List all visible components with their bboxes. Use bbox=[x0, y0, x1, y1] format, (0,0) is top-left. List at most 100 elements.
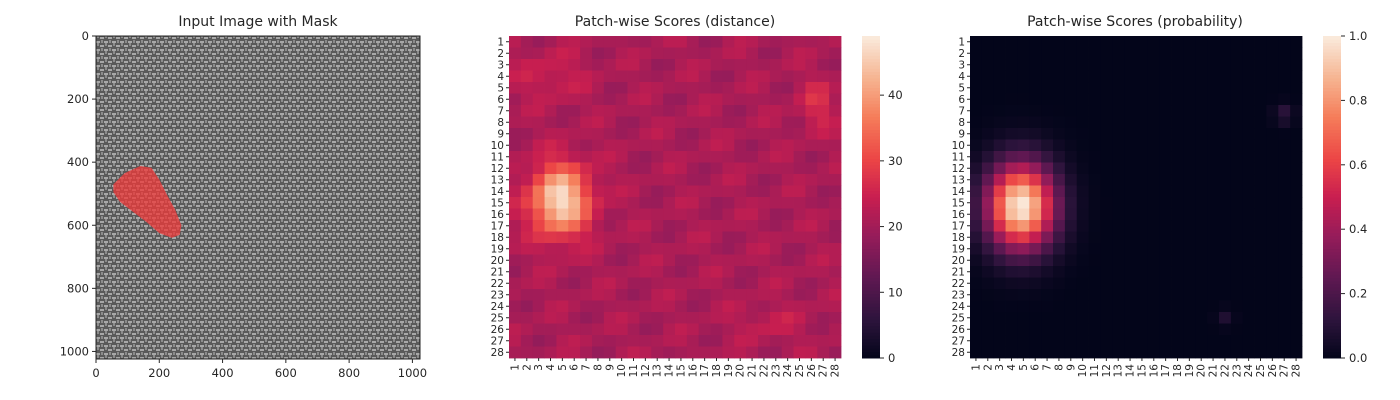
heatmap-cell bbox=[829, 59, 842, 71]
colorbar-segment bbox=[862, 139, 880, 143]
y-tick-label: 1000 bbox=[60, 344, 89, 358]
heatmap-cell bbox=[793, 47, 806, 60]
heatmap-cell bbox=[1136, 128, 1149, 140]
heatmap-cell bbox=[793, 335, 806, 347]
row-label: 8 bbox=[497, 117, 504, 129]
heatmap-cell bbox=[1029, 174, 1042, 186]
heatmap-cell bbox=[805, 312, 818, 324]
heatmap-cell bbox=[1053, 105, 1066, 117]
heatmap-cell bbox=[639, 185, 652, 198]
heatmap-cell bbox=[1053, 335, 1066, 347]
heatmap-cell bbox=[1159, 220, 1172, 232]
heatmap-cell bbox=[710, 289, 723, 301]
colorbar-segment bbox=[862, 58, 880, 63]
heatmap-cell bbox=[1242, 208, 1255, 221]
heatmap-cell bbox=[520, 105, 534, 117]
heatmap-cell bbox=[710, 277, 723, 290]
heatmap-cell bbox=[981, 139, 995, 152]
heatmap-cell bbox=[1266, 185, 1279, 198]
heatmap-cell bbox=[1124, 36, 1137, 48]
heatmap-cell bbox=[592, 289, 605, 301]
heatmap-cell bbox=[829, 323, 842, 336]
heatmap-cell bbox=[1112, 70, 1125, 83]
heatmap-cell bbox=[1266, 277, 1279, 290]
heatmap-cell bbox=[970, 116, 983, 129]
heatmap-cell bbox=[1254, 289, 1267, 301]
heatmap-cell bbox=[615, 59, 628, 71]
heatmap-cell bbox=[698, 70, 711, 83]
heatmap-cell bbox=[793, 36, 806, 48]
heatmap-cell bbox=[781, 289, 794, 301]
heatmap-cell bbox=[981, 243, 995, 255]
heatmap-cell bbox=[1064, 243, 1078, 255]
heatmap-cell bbox=[592, 335, 605, 347]
heatmap-cell bbox=[1005, 220, 1018, 232]
heatmap-cell bbox=[639, 36, 652, 48]
heatmap-cell bbox=[1183, 36, 1196, 48]
heatmap-cell bbox=[603, 185, 617, 198]
heatmap-cell bbox=[1088, 266, 1101, 278]
heatmap-cell bbox=[1076, 59, 1089, 71]
heatmap-cell bbox=[1088, 36, 1101, 48]
heatmap-cell bbox=[1136, 59, 1149, 71]
heatmap-cell bbox=[1100, 47, 1113, 60]
heatmap-cell bbox=[568, 220, 581, 232]
heatmap-cell bbox=[698, 128, 711, 140]
heatmap-cell bbox=[592, 36, 605, 48]
heatmap-cell bbox=[970, 105, 983, 117]
heatmap-cell bbox=[520, 59, 534, 71]
input-image-panel: Input Image with Mask 0 200 400 600 800 10000… bbox=[60, 14, 427, 380]
row-label: 1 bbox=[958, 36, 965, 48]
heatmap-cell bbox=[1041, 289, 1054, 301]
colorbar-tick-label: 1.0 bbox=[1349, 29, 1367, 43]
heatmap-cell bbox=[509, 300, 522, 313]
heatmap-cell bbox=[663, 346, 676, 359]
heatmap-cell bbox=[1029, 208, 1042, 221]
heatmap-cell bbox=[1219, 70, 1232, 83]
heatmap-cell bbox=[710, 323, 723, 336]
heatmap-cell bbox=[1278, 116, 1291, 129]
heatmap-cell bbox=[817, 231, 830, 244]
row-label: 15 bbox=[491, 197, 504, 209]
heatmap-cell bbox=[970, 197, 983, 209]
colorbar-segment bbox=[1323, 283, 1341, 288]
heatmap-cell bbox=[1124, 105, 1137, 117]
heatmap-cell bbox=[1076, 36, 1089, 48]
heatmap-cell bbox=[993, 116, 1006, 129]
heatmap-cell bbox=[793, 59, 806, 71]
heatmap-cell bbox=[663, 116, 676, 129]
heatmap-cell bbox=[556, 174, 569, 186]
heatmap-cell bbox=[1136, 208, 1149, 221]
colorbar-segment bbox=[862, 155, 880, 159]
colorbar-segment bbox=[862, 248, 880, 253]
colorbar-segment bbox=[1323, 187, 1341, 192]
heatmap-cell bbox=[758, 185, 771, 198]
heatmap-cell bbox=[603, 312, 617, 324]
heatmap-cell bbox=[1183, 59, 1196, 71]
heatmap-cell bbox=[1159, 300, 1172, 313]
heatmap-cell bbox=[781, 59, 794, 71]
heatmap-cell bbox=[1195, 93, 1208, 106]
heatmap-cell bbox=[1136, 174, 1149, 186]
colorbar-segment bbox=[862, 216, 880, 221]
colorbar-segment bbox=[862, 264, 880, 269]
heatmap-cell bbox=[758, 277, 771, 290]
heatmap-cell bbox=[1171, 346, 1184, 359]
heatmap-cell bbox=[639, 116, 652, 129]
colorbar-segment bbox=[862, 209, 880, 214]
heatmap-cell bbox=[981, 289, 995, 301]
col-label: 4 bbox=[545, 364, 557, 371]
heatmap-cell bbox=[568, 346, 581, 359]
heatmap-cell bbox=[520, 243, 534, 255]
heatmap-cell bbox=[698, 346, 711, 359]
heatmap-cell bbox=[675, 93, 688, 106]
heatmap-cell bbox=[1266, 289, 1279, 301]
heatmap-cell bbox=[1005, 231, 1018, 244]
heatmap-cell bbox=[758, 289, 771, 301]
heatmap-cell bbox=[1029, 243, 1042, 255]
heatmap-cell bbox=[1266, 105, 1279, 117]
heatmap-cell bbox=[769, 82, 783, 94]
heatmap-cell bbox=[970, 162, 983, 175]
heatmap-cell bbox=[1005, 335, 1018, 347]
colorbar-segment bbox=[862, 261, 880, 266]
